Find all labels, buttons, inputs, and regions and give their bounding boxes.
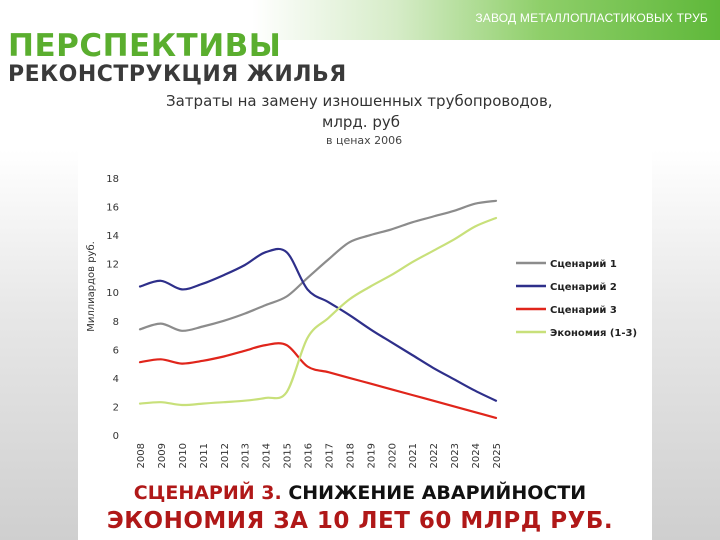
x-tick-label: 2012 <box>220 443 231 468</box>
x-tick-label: 2009 <box>157 443 168 468</box>
x-tick-label: 2017 <box>324 443 335 468</box>
x-tick-label: 2020 <box>387 443 398 468</box>
x-tick-label: 2025 <box>492 443 503 468</box>
y-tick-label: 12 <box>106 260 119 271</box>
x-tick-label: 2022 <box>429 443 440 468</box>
y-tick-label: 16 <box>106 203 119 214</box>
y-tick-label: 0 <box>113 431 119 442</box>
x-tick-label: 2015 <box>283 443 294 468</box>
savings-caption: ЭКОНОМИЯ ЗА 10 ЛЕТ 60 МЛРД РУБ. <box>106 508 614 534</box>
legend-label-4: Экономия (1-3) <box>550 328 637 339</box>
header-band <box>0 0 720 40</box>
legend-label-1: Сценарий 1 <box>550 259 617 270</box>
y-tick-label: 14 <box>106 231 119 242</box>
y-tick-label: 2 <box>113 402 119 413</box>
x-tick-label: 2008 <box>136 443 147 468</box>
x-tick-label: 2021 <box>408 443 419 468</box>
legend-label-2: Сценарий 2 <box>550 282 617 293</box>
x-tick-label: 2014 <box>262 443 273 468</box>
y-tick-label: 6 <box>113 345 119 356</box>
scenario-number: СЦЕНАРИЙ 3. <box>133 482 282 504</box>
y-tick-label: 10 <box>106 288 119 299</box>
x-tick-label: 2019 <box>366 443 377 468</box>
line-chart: 0 2 4 6 8 10 12 14 16 18 Миллиардов руб. 2008 2009 20… <box>86 174 637 468</box>
x-tick-label: 2010 <box>178 443 189 468</box>
x-tick-label: 2013 <box>241 443 252 468</box>
chart-subtitle: в ценах 2006 <box>326 134 403 147</box>
scenario-description: СНИЖЕНИЕ АВАРИЙНОСТИ <box>281 482 587 504</box>
series-line-1 <box>138 199 498 332</box>
left-decoration <box>0 150 90 540</box>
x-tick-label: 2024 <box>471 443 482 468</box>
company-name: ЗАВОД МЕТАЛЛОПЛАСТИКОВЫХ ТРУБ <box>475 11 708 25</box>
scenario-caption: СЦЕНАРИЙ 3. СНИЖЕНИЕ АВАРИЙНОСТИ <box>0 482 720 504</box>
series-line-2 <box>138 247 498 402</box>
x-tick-label: 2016 <box>304 443 315 468</box>
x-tick-label: 2011 <box>199 443 210 468</box>
chart-title-line2: млрд. руб <box>322 113 400 131</box>
y-tick-label: 4 <box>113 374 119 385</box>
chart-panel <box>78 96 652 540</box>
x-tick-label: 2023 <box>450 443 461 468</box>
y-axis-label: Миллиардов руб. <box>86 241 97 332</box>
legend-label-3: Сценарий 3 <box>550 305 617 316</box>
series-line-3 <box>138 342 498 419</box>
x-tick-label: 2018 <box>345 443 356 468</box>
y-tick-label: 8 <box>113 317 119 328</box>
page-subtitle: РЕКОНСТРУКЦИЯ ЖИЛЬЯ <box>8 62 347 87</box>
chart-title: Затраты на замену изношенных трубопровод… <box>166 92 553 110</box>
y-tick-label: 18 <box>106 174 119 185</box>
series-line-4 <box>138 216 498 407</box>
page-title: ПЕРСПЕКТИВЫ <box>8 28 282 64</box>
